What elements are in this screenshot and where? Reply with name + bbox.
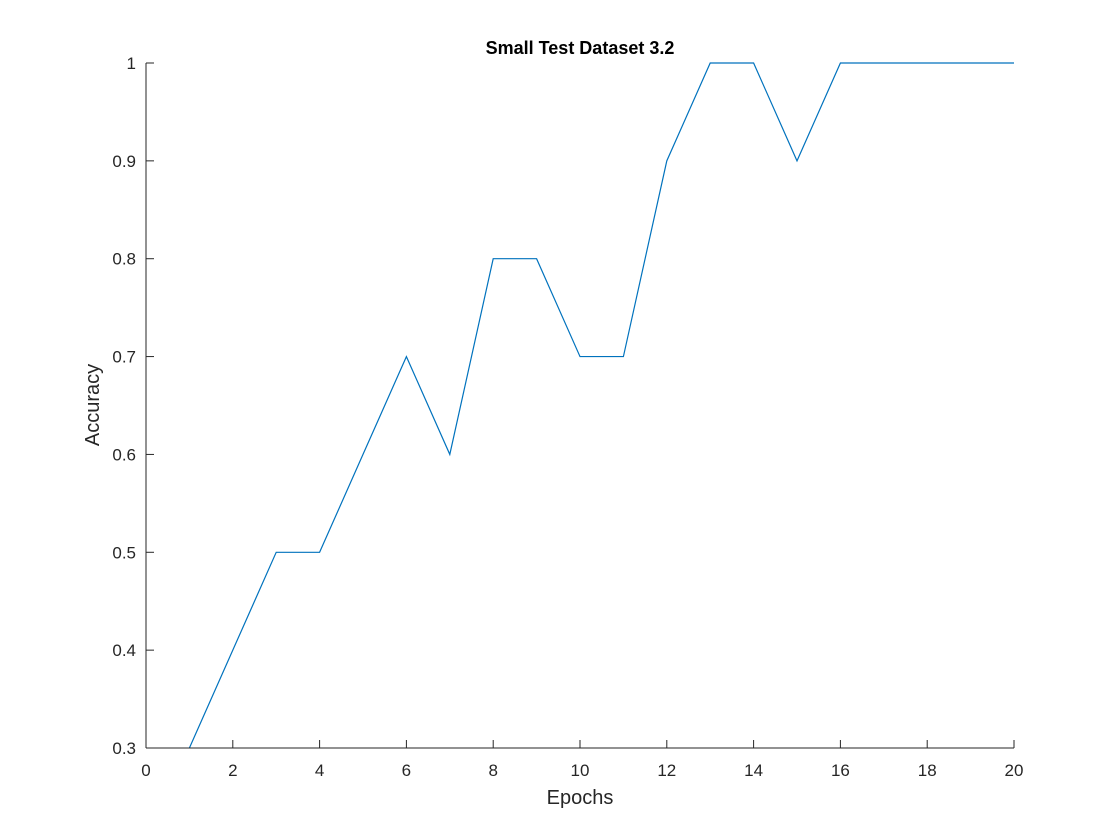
x-tick-label: 2 [228, 761, 237, 780]
y-tick-label: 0.5 [112, 543, 136, 562]
y-tick-label: 1 [127, 54, 136, 73]
x-tick-label: 16 [831, 761, 850, 780]
x-tick-label: 18 [918, 761, 937, 780]
y-tick-label: 0.9 [112, 152, 136, 171]
x-tick-label: 12 [657, 761, 676, 780]
x-tick-label: 6 [402, 761, 411, 780]
x-tick-label: 14 [744, 761, 763, 780]
y-axis-label: Accuracy [82, 364, 104, 446]
y-tick-label: 0.7 [112, 348, 136, 367]
series-line [188, 62, 1014, 749]
x-tick-label: 4 [315, 761, 324, 780]
axes: 0 2 4 6 8 10 12 14 16 18 20 0.3 0.4 0.5 0.6 0.7 0.8 0.9 1 [112, 54, 1023, 780]
y-tick-label: 0.3 [112, 739, 136, 758]
chart-title: Small Test Dataset 3.2 [486, 38, 675, 58]
y-tick-label: 0.4 [112, 641, 136, 660]
x-tick-label: 8 [488, 761, 497, 780]
plot-area [188, 62, 1014, 749]
x-axis-label: Epochs [547, 787, 614, 809]
x-tick-label: 20 [1005, 761, 1024, 780]
x-tick-label: 10 [571, 761, 590, 780]
x-tick-label: 0 [141, 761, 150, 780]
y-tick-label: 0.6 [112, 445, 136, 464]
y-tick-label: 0.8 [112, 250, 136, 269]
